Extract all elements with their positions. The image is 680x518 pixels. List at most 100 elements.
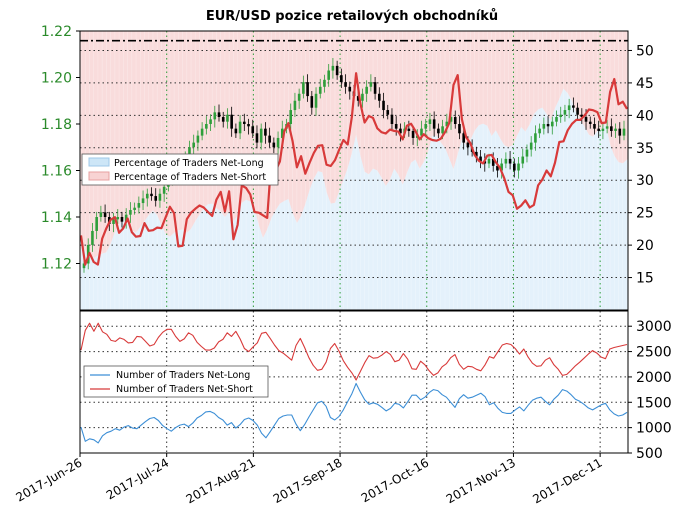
- candle-body: [217, 112, 221, 118]
- candle-body: [327, 70, 330, 80]
- candle-body: [264, 128, 267, 136]
- candle-body: [432, 119, 436, 129]
- bottom-legend-box: [83, 365, 269, 398]
- candle-body: [458, 124, 461, 134]
- candle-body: [508, 158, 512, 164]
- candle-body: [538, 128, 541, 134]
- pct-tick-label: 30: [636, 173, 654, 189]
- candle-body: [120, 217, 124, 222]
- candle-body: [251, 126, 255, 134]
- candle-body: [534, 133, 537, 143]
- candle-body: [331, 65, 335, 71]
- candle-body: [466, 142, 470, 148]
- date-axis-ticks: 2017-Jun-26 2017-Jul-24 2017-Aug-21 2017-Se…: [14, 453, 605, 506]
- count-tick-label: 500: [636, 446, 663, 462]
- candle-body: [192, 142, 195, 148]
- candle-body: [289, 110, 293, 124]
- candle-body: [95, 217, 98, 231]
- percentage-axis-ticks: 50 45 40 35 30 25 20 15: [628, 43, 654, 287]
- legend-label-net-short-count: Number of Traders Net-Short: [116, 384, 253, 395]
- date-tick-label: 2017-Nov-13: [444, 455, 518, 506]
- candle-body: [572, 105, 575, 108]
- candle-body: [314, 93, 318, 108]
- candle-body: [453, 117, 457, 124]
- candle-body: [348, 86, 352, 92]
- candle-body: [196, 135, 200, 143]
- candle-body: [356, 96, 360, 101]
- candle-body: [588, 121, 592, 124]
- date-tick-label: 2017-Jul-24: [104, 455, 171, 502]
- price-tick-label: 1.16: [41, 164, 72, 180]
- candle-body: [145, 193, 149, 199]
- candle-body: [255, 133, 259, 143]
- candle-body: [394, 124, 398, 129]
- price-axis-ticks: 1.22 1.20 1.18 1.16 1.14 1.12: [41, 24, 80, 273]
- candle-body: [91, 230, 94, 245]
- candle-body: [411, 130, 415, 138]
- candle-body: [221, 117, 225, 122]
- candle-body: [517, 163, 520, 171]
- candle-body: [441, 126, 444, 134]
- candle-body: [597, 128, 600, 131]
- count-tick-label: 2500: [636, 345, 672, 361]
- date-tick-label: 2017-Oct-16: [359, 455, 431, 505]
- candle-body: [154, 196, 158, 201]
- candle-body: [302, 82, 305, 94]
- candle-body: [584, 117, 588, 122]
- candle-body: [344, 82, 347, 87]
- pct-tick-label: 40: [636, 108, 654, 124]
- candle-body: [475, 151, 478, 157]
- candle-body: [133, 207, 136, 211]
- candle-body: [129, 210, 132, 215]
- candle-body: [276, 137, 280, 148]
- candle-body: [559, 114, 563, 118]
- candle-body: [112, 219, 115, 224]
- candle-body: [205, 124, 208, 129]
- candle-body: [323, 79, 326, 87]
- candle-body: [605, 126, 609, 129]
- candle-body: [150, 193, 153, 197]
- candle-body: [247, 124, 250, 127]
- legend-label-net-short-pct: Percentage of Traders Net-Short: [114, 172, 266, 183]
- date-tick-label: 2017-Aug-21: [184, 455, 258, 506]
- candle-body: [297, 93, 301, 101]
- candle-body: [310, 96, 314, 108]
- candle-body: [445, 121, 449, 127]
- candle-body: [272, 142, 276, 148]
- date-tick-label: 2017-Sep-18: [271, 455, 345, 506]
- candle-body: [601, 128, 605, 131]
- candle-body: [141, 198, 145, 204]
- candle-body: [479, 156, 482, 162]
- candle-body: [529, 142, 533, 150]
- candle-body: [200, 128, 204, 136]
- legend-swatch-net-short-pct: [88, 171, 110, 181]
- candle-body: [318, 86, 322, 94]
- candle-body: [407, 128, 411, 131]
- candle-body: [390, 114, 394, 124]
- price-tick-label: 1.20: [41, 71, 72, 87]
- candle-body: [487, 158, 491, 164]
- net-short-count-line: [80, 322, 628, 381]
- candle-body: [420, 128, 423, 136]
- candle-body: [188, 147, 191, 157]
- candle-body: [546, 124, 550, 127]
- candle-body: [82, 263, 86, 269]
- count-tick-label: 3000: [636, 319, 672, 335]
- candle-body: [437, 128, 440, 134]
- candle-body: [610, 126, 613, 131]
- candle-body: [230, 114, 233, 129]
- candle-body: [580, 114, 584, 118]
- candle-body: [280, 128, 284, 138]
- candle-body: [209, 119, 212, 124]
- price-tick-label: 1.22: [41, 24, 72, 40]
- legend-swatch-net-long-pct: [88, 157, 110, 167]
- top-panel-lines: [79, 72, 628, 266]
- candle-body: [268, 135, 271, 143]
- candle-body: [449, 117, 453, 122]
- candle-body: [424, 124, 428, 129]
- candle-body: [234, 128, 238, 134]
- candle-body: [563, 110, 567, 115]
- candle-body: [213, 112, 217, 120]
- candle-body: [550, 121, 554, 127]
